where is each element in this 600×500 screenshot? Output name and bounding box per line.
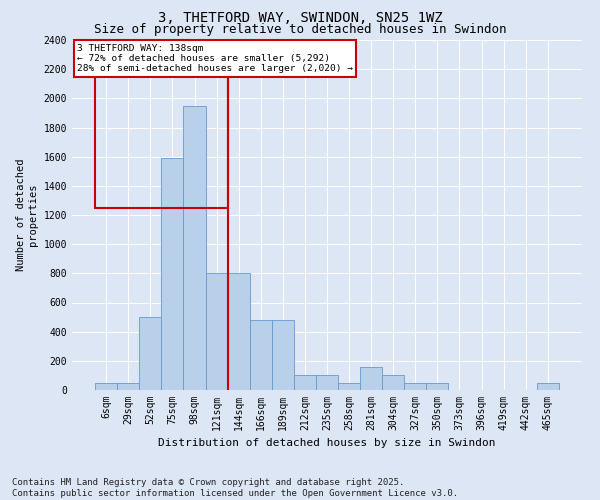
- Bar: [161, 158, 184, 390]
- Y-axis label: Number of detached
properties: Number of detached properties: [16, 159, 38, 271]
- Text: 3, THETFORD WAY, SWINDON, SN25 1WZ: 3, THETFORD WAY, SWINDON, SN25 1WZ: [158, 11, 442, 25]
- Text: Contains HM Land Registry data © Crown copyright and database right 2025.
Contai: Contains HM Land Registry data © Crown c…: [12, 478, 458, 498]
- Bar: [95, 40, 227, 208]
- Bar: [117, 382, 139, 390]
- Bar: [272, 320, 294, 390]
- Bar: [294, 376, 316, 390]
- X-axis label: Distribution of detached houses by size in Swindon: Distribution of detached houses by size …: [158, 438, 496, 448]
- Bar: [316, 376, 338, 390]
- Bar: [360, 366, 382, 390]
- Bar: [227, 274, 250, 390]
- Bar: [139, 317, 161, 390]
- Bar: [382, 376, 404, 390]
- Bar: [95, 382, 117, 390]
- Bar: [404, 382, 427, 390]
- Text: 3 THETFORD WAY: 138sqm
← 72% of detached houses are smaller (5,292)
28% of semi-: 3 THETFORD WAY: 138sqm ← 72% of detached…: [77, 44, 353, 74]
- Bar: [427, 382, 448, 390]
- Bar: [184, 106, 206, 390]
- Bar: [537, 382, 559, 390]
- Text: Size of property relative to detached houses in Swindon: Size of property relative to detached ho…: [94, 22, 506, 36]
- Bar: [206, 274, 227, 390]
- Bar: [338, 382, 360, 390]
- Bar: [250, 320, 272, 390]
